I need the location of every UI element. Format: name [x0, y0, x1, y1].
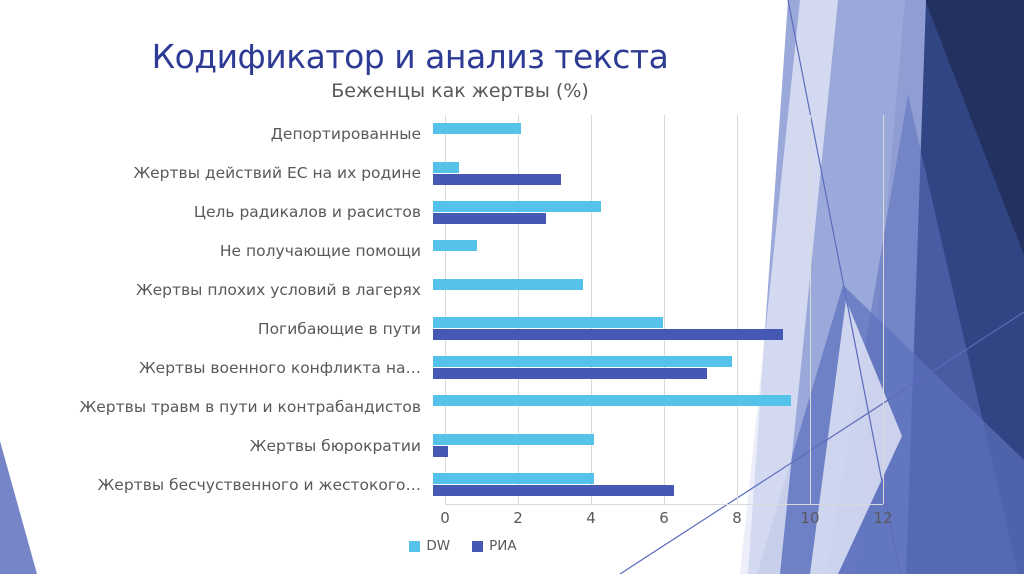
- chart-row: Жертвы бесчуственного и жестокого…: [0, 465, 883, 504]
- dw-bar: [433, 122, 521, 134]
- dw-bar: [433, 395, 791, 407]
- dw-bar: [433, 239, 477, 251]
- bar-group: [433, 465, 871, 504]
- legend-item-dw: DW: [409, 538, 450, 554]
- chart-row: Погибающие в пути: [0, 310, 883, 349]
- category-label: Не получающие помощи: [219, 242, 421, 261]
- x-tick-label: 6: [659, 509, 669, 527]
- category-label: Жертвы бюрократии: [249, 436, 421, 455]
- decor-diagonal-line-steep: [787, 0, 901, 574]
- decor-diagonal-line-shallow: [619, 311, 1024, 574]
- legend-item-ria: РИА: [472, 538, 517, 554]
- x-tick-label: 4: [586, 509, 596, 527]
- chart-row: Жертвы действий ЕС на их родине: [0, 154, 883, 193]
- category-label: Жертвы военного конфликта на…: [138, 358, 421, 377]
- decor-pale-patch: [810, 300, 902, 574]
- bar-group: [433, 387, 871, 426]
- slide-title: Кодификатор и анализ текста: [151, 37, 669, 77]
- legend-swatch-ria-icon: [472, 540, 484, 552]
- x-tick-label: 12: [873, 509, 893, 527]
- dw-bar: [433, 434, 594, 446]
- ria-bar: [433, 368, 707, 380]
- dw-bar: [433, 161, 459, 173]
- dw-bar: [433, 356, 733, 368]
- chart-row: Жертвы травм в пути и контрабандистов: [0, 387, 883, 426]
- chart-row: Жертвы плохих условий в лагерях: [0, 271, 883, 310]
- x-tick-label: 10: [800, 509, 820, 527]
- bar-group: [433, 115, 871, 154]
- decor-bottom-left-wedge: [0, 441, 37, 574]
- dw-bar: [433, 317, 663, 329]
- bar-group: [433, 271, 871, 310]
- category-label: Депортированные: [270, 125, 421, 144]
- chart-row: Не получающие помощи: [0, 232, 883, 271]
- legend-label-dw: DW: [426, 538, 451, 554]
- ria-bar: [433, 329, 784, 341]
- category-label: Цель радикалов и расистов: [193, 203, 421, 222]
- category-label: Жертвы действий ЕС на их родине: [133, 164, 421, 183]
- legend-swatch-dw-icon: [409, 540, 421, 552]
- ria-bar: [433, 485, 674, 497]
- bar-group: [433, 348, 871, 387]
- bar-group: [433, 154, 871, 193]
- dw-bar: [433, 473, 594, 485]
- x-axis-ticks: 0 2 4 6 8 10 12: [440, 509, 892, 531]
- chart-title: Беженцы как жертвы (%): [331, 80, 589, 102]
- bar-group: [433, 232, 871, 271]
- x-tick-label: 8: [732, 509, 742, 527]
- category-label: Жертвы бесчуственного и жестокого…: [97, 475, 421, 494]
- chart-row: Депортированные: [0, 115, 883, 154]
- category-label: Жертвы травм в пути и контрабандистов: [79, 397, 421, 416]
- x-tick-label: 2: [513, 509, 523, 527]
- ria-bar: [433, 446, 448, 458]
- chart-legend: DW РИА: [0, 538, 926, 554]
- category-label: Жертвы плохих условий в лагерях: [135, 281, 421, 300]
- ria-bar: [433, 212, 547, 224]
- chart-row: Жертвы военного конфликта на…: [0, 348, 883, 387]
- bar-group: [433, 426, 871, 465]
- gridline: [883, 115, 884, 504]
- chart-row: Цель радикалов и расистов: [0, 193, 883, 232]
- bar-group: [433, 310, 871, 349]
- chart-rows: Депортированные Жертвы действий ЕС на их…: [0, 115, 883, 504]
- bar-group: [433, 193, 871, 232]
- chart-row: Жертвы бюрократии: [0, 426, 883, 465]
- decor-pale-slash: [740, 0, 838, 574]
- dw-bar: [433, 278, 583, 290]
- legend-label-ria: РИА: [489, 538, 517, 554]
- dw-bar: [433, 200, 601, 212]
- category-label: Погибающие в пути: [257, 319, 421, 338]
- x-tick-label: 0: [440, 509, 450, 527]
- ria-bar: [433, 173, 561, 185]
